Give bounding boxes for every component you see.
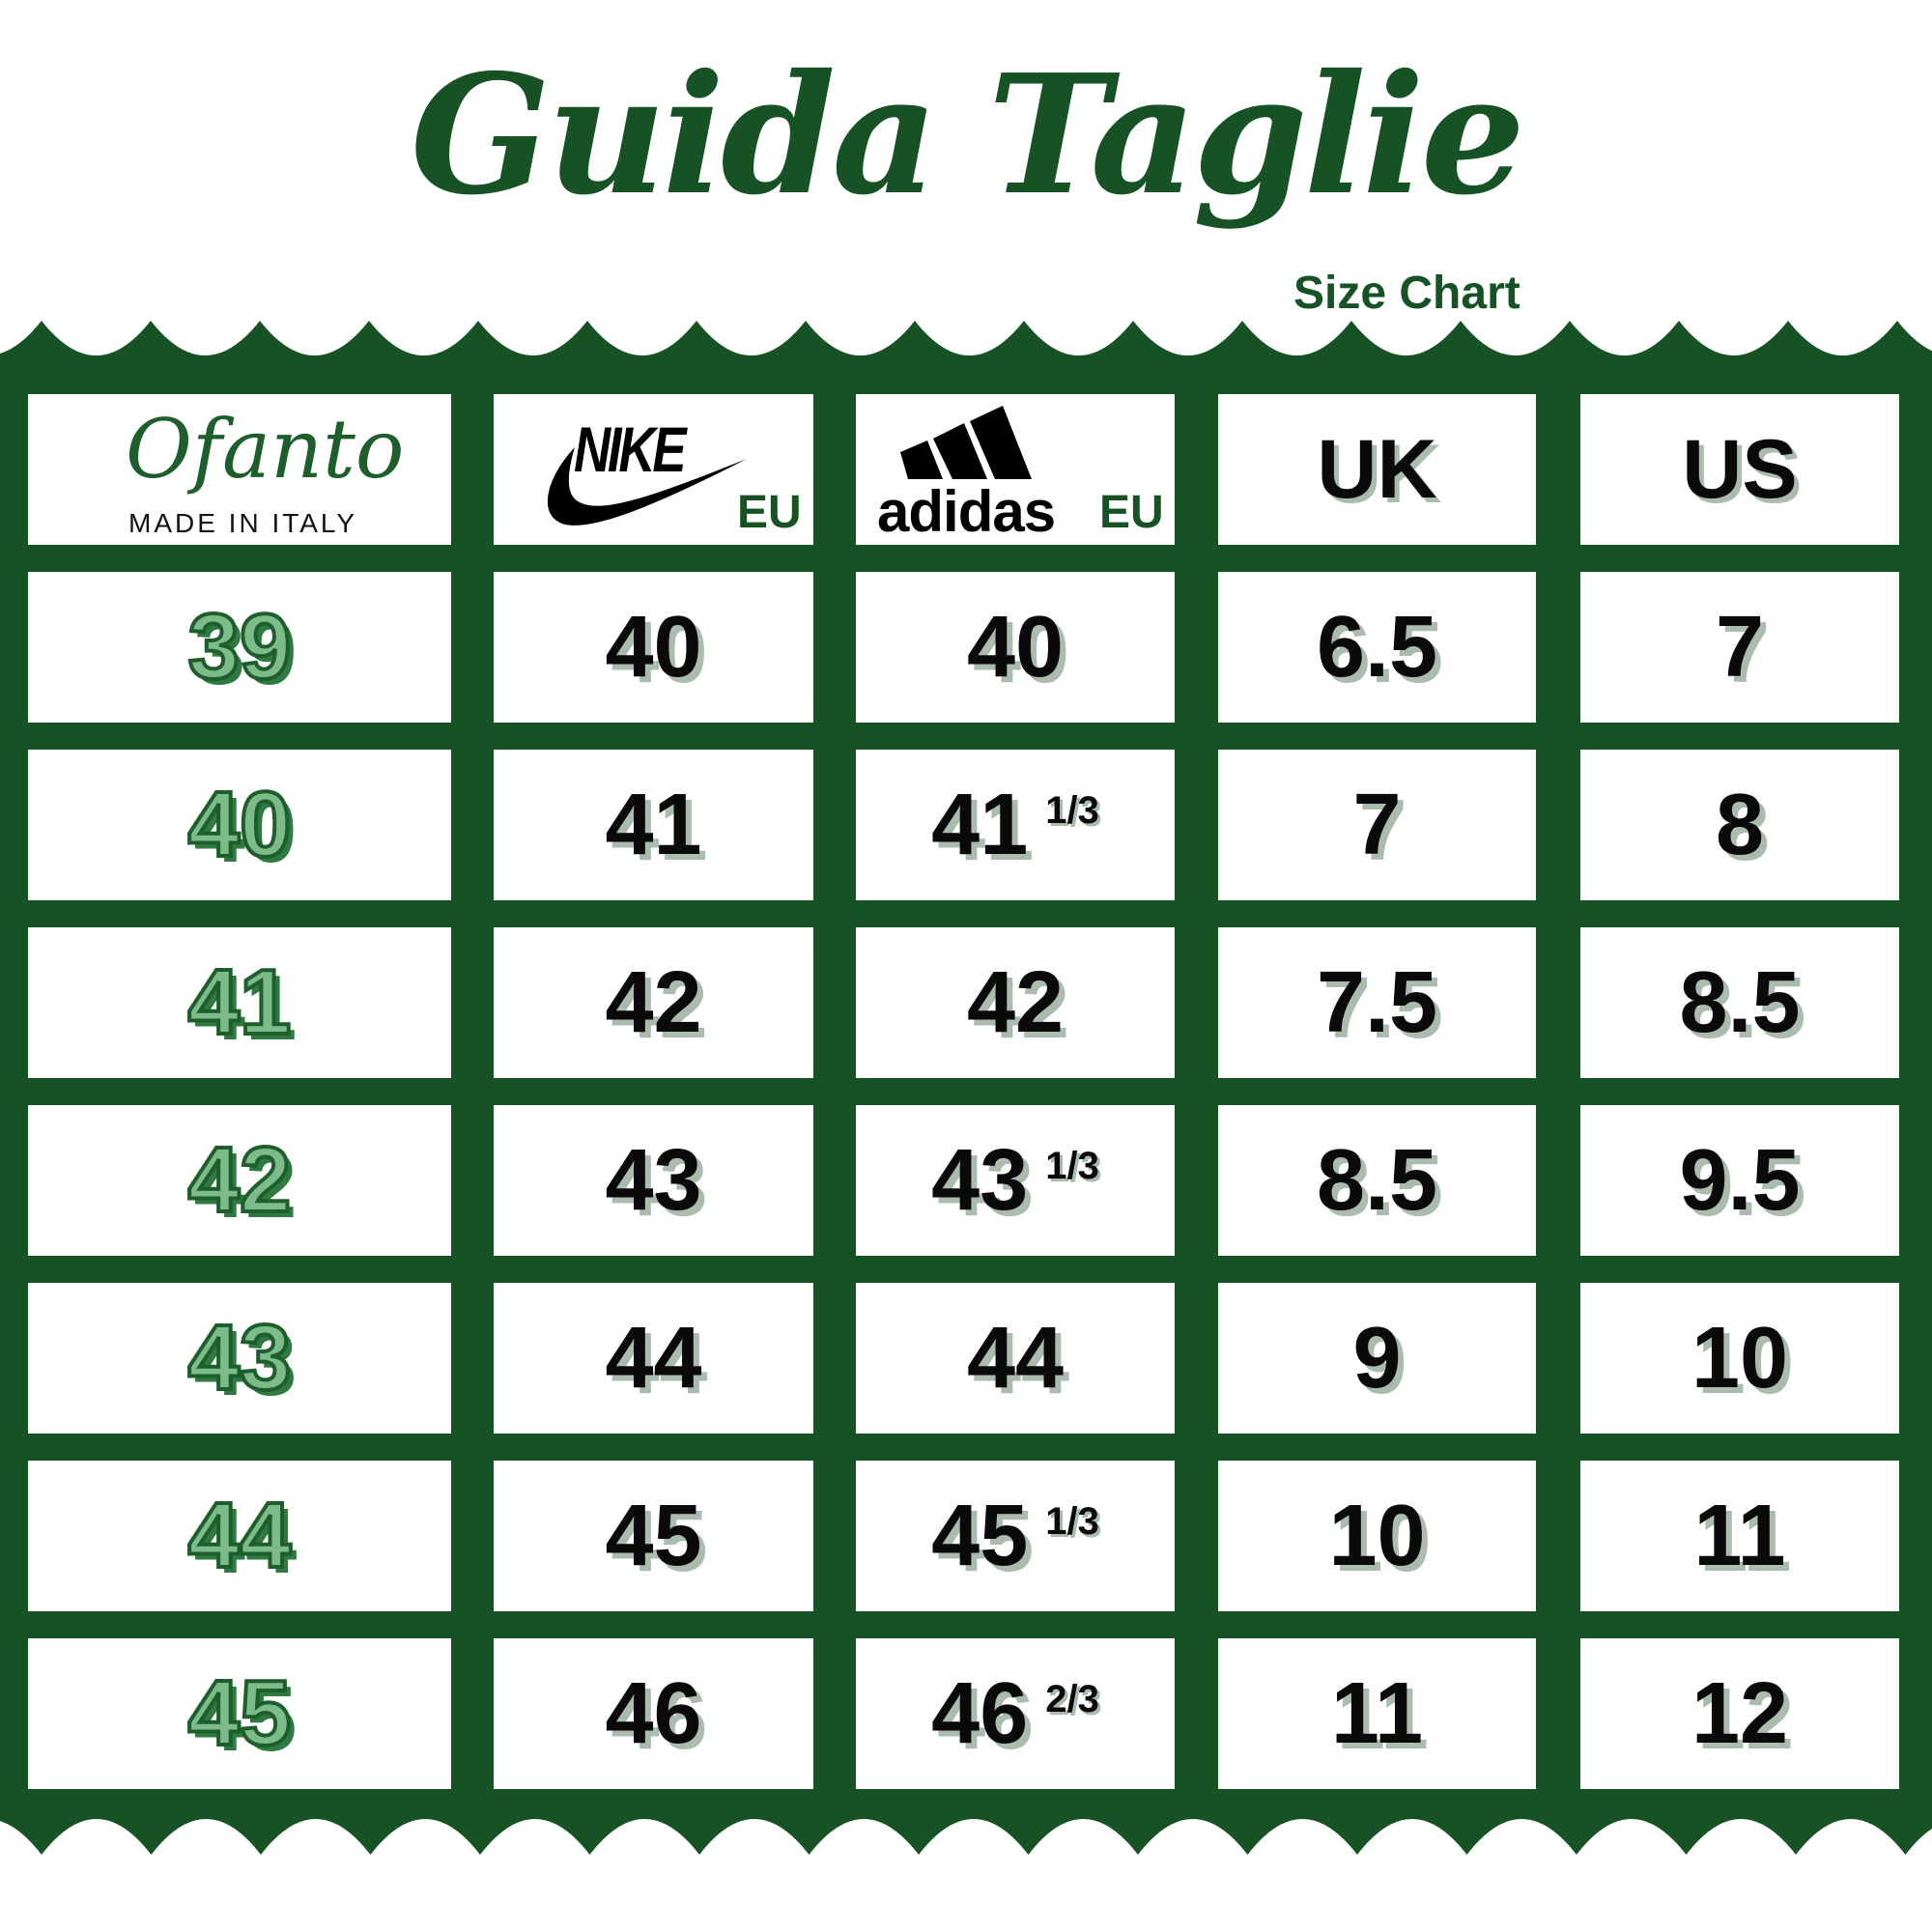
nike-size-value: 44 — [605, 1310, 702, 1406]
ofanto-logo: Ofanto — [126, 402, 405, 497]
ofanto-tagline: MADE IN ITALY — [128, 508, 358, 538]
adidas-size-value: 40 — [966, 599, 1065, 696]
nike-size-value: 40 — [605, 599, 702, 696]
uk-size-value: 7 — [1352, 777, 1402, 873]
header-nike — [494, 394, 813, 545]
size-cell-adidas: 41 1/3 — [856, 750, 1175, 900]
adidas-size-value: 41 — [931, 777, 1029, 873]
size-cell-ofanto: 39 — [28, 572, 451, 723]
ofanto-size-value: 41 — [186, 951, 294, 1054]
adidas-size-value: 43 — [931, 1132, 1029, 1229]
size-cell-adidas: 45 1/3 — [856, 1461, 1175, 1611]
size-cell-nike: 44 — [494, 1283, 813, 1434]
uk-size-value: 11 — [1330, 1665, 1424, 1762]
header-uk: UK — [1218, 394, 1536, 545]
size-cell-adidas: 44 — [856, 1283, 1175, 1434]
adidas-size-value: 45 — [931, 1488, 1029, 1584]
us-size-value: 9.5 — [1679, 1132, 1801, 1229]
uk-size-value: 9 — [1352, 1310, 1402, 1406]
size-cell-uk: 9 — [1218, 1283, 1536, 1434]
size-cell-ofanto: 41 — [28, 927, 451, 1078]
swoosh-icon — [547, 447, 747, 526]
size-cell-us: 8 — [1580, 750, 1899, 900]
size-cell-ofanto: 45 — [28, 1638, 451, 1789]
size-cell-us: 7 — [1580, 572, 1899, 723]
nike-size-value: 42 — [605, 954, 702, 1051]
adidas-size-value: 46 — [931, 1665, 1029, 1762]
us-size-value: 10 — [1690, 1310, 1789, 1406]
size-cell-uk: 8.5 — [1218, 1105, 1536, 1256]
us-header-label: US — [1682, 423, 1798, 516]
uk-size-value: 6.5 — [1316, 599, 1438, 696]
ofanto-size-value: 39 — [186, 595, 294, 698]
adidas-logo-text: adidas — [877, 479, 1056, 544]
adidas-size-fraction: 1/3 — [1045, 789, 1099, 832]
uk-size-value: 8.5 — [1316, 1132, 1438, 1229]
size-cell-adidas: 43 1/3 — [856, 1105, 1175, 1256]
size-cell-ofanto: 42 — [28, 1105, 451, 1256]
us-size-value: 11 — [1693, 1488, 1786, 1584]
size-cell-us: 12 — [1580, 1638, 1899, 1789]
size-cell-uk: 10 — [1218, 1461, 1536, 1611]
ofanto-size-value: 40 — [186, 773, 294, 876]
size-cell-nike: 42 — [494, 927, 813, 1078]
size-cell-uk: 7 — [1218, 750, 1536, 900]
us-size-value: 8 — [1715, 777, 1765, 873]
nike-size-value: 45 — [605, 1488, 702, 1584]
adidas-size-fraction: 1/3 — [1045, 1500, 1099, 1543]
adidas-size-fraction: 2/3 — [1045, 1678, 1099, 1720]
size-cell-us: 8.5 — [1580, 927, 1899, 1078]
uk-size-value: 10 — [1328, 1488, 1426, 1584]
frame-shape — [0, 321, 1932, 1855]
adidas-stripes-icon — [900, 406, 1032, 479]
uk-header-label: UK — [1317, 423, 1437, 516]
size-cell-adidas: 46 2/3 — [856, 1638, 1175, 1789]
size-cell-us: 10 — [1580, 1283, 1899, 1434]
header-ofanto — [28, 394, 451, 545]
us-size-value: 12 — [1690, 1665, 1789, 1762]
ofanto-size-value: 45 — [186, 1662, 294, 1765]
uk-size-value: 7.5 — [1316, 954, 1438, 1051]
size-cell-uk: 11 — [1218, 1638, 1536, 1789]
ofanto-size-value: 44 — [186, 1484, 294, 1587]
size-cell-us: 11 — [1580, 1461, 1899, 1611]
size-cell-us: 9.5 — [1580, 1105, 1899, 1256]
nike-size-value: 41 — [605, 777, 702, 873]
nike-logo-text: NIKE — [574, 413, 687, 485]
adidas-size-fraction: 1/3 — [1045, 1145, 1099, 1187]
size-cell-ofanto: 44 — [28, 1461, 451, 1611]
size-cell-nike: 46 — [494, 1638, 813, 1789]
adidas-size-value: 44 — [966, 1310, 1065, 1406]
size-cell-nike: 43 — [494, 1105, 813, 1256]
nike-eu-label: EU — [737, 487, 802, 538]
size-cell-nike: 45 — [494, 1461, 813, 1611]
ofanto-size-value: 42 — [186, 1128, 294, 1232]
nike-size-value: 43 — [605, 1132, 702, 1229]
size-cell-uk: 7.5 — [1218, 927, 1536, 1078]
size-cell-ofanto: 40 — [28, 750, 451, 900]
nike-size-value: 46 — [605, 1665, 702, 1762]
adidas-size-value: 42 — [966, 954, 1065, 1051]
ofanto-size-value: 43 — [186, 1306, 294, 1409]
size-cell-adidas: 42 — [856, 927, 1175, 1078]
size-cell-ofanto: 43 — [28, 1283, 451, 1434]
header-us: US — [1580, 394, 1899, 545]
size-cell-nike: 40 — [494, 572, 813, 723]
page-title: Guida Taglie — [410, 39, 1525, 232]
adidas-eu-label: EU — [1099, 487, 1164, 538]
size-cell-adidas: 40 — [856, 572, 1175, 723]
us-size-value: 7 — [1715, 599, 1765, 696]
page-subtitle: Size Chart — [1293, 268, 1520, 319]
us-size-value: 8.5 — [1679, 954, 1801, 1051]
size-cell-nike: 41 — [494, 750, 813, 900]
size-cell-uk: 6.5 — [1218, 572, 1536, 723]
